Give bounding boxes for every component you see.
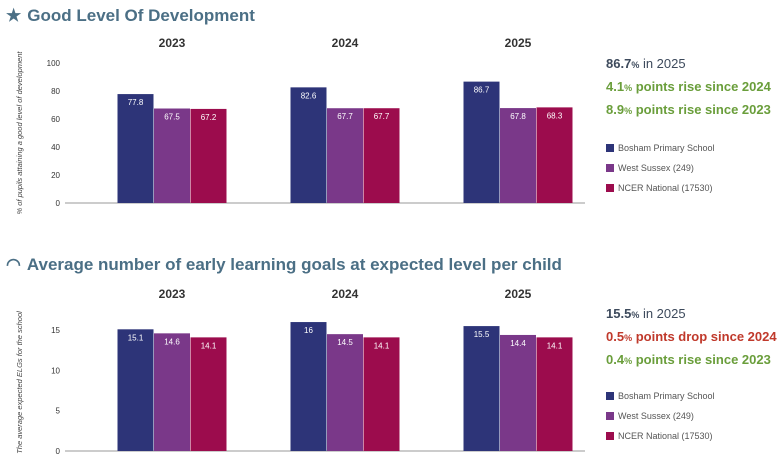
- legend-swatch-national: [606, 184, 614, 192]
- gld-stat-change-2024: 4.1% points rise since 2024: [606, 79, 771, 94]
- y-tick-label: 0: [56, 447, 61, 456]
- bar-value-label: 14.1: [201, 341, 217, 350]
- bar: [117, 94, 154, 203]
- bar: [154, 108, 190, 203]
- bar-value-label: 16: [304, 326, 313, 335]
- gld-stat-change-2023: 8.9% points rise since 2023: [606, 102, 771, 117]
- gld-bar-chart: % of pupils attaining a good level of de…: [15, 36, 585, 215]
- elg-stat-change-2024: 0.5% points drop since 2024: [606, 329, 777, 344]
- y-tick-label: 15: [51, 326, 60, 335]
- bar-value-label: 67.7: [337, 112, 353, 121]
- y-tick-label: 80: [51, 87, 60, 96]
- bar: [154, 333, 190, 451]
- bar: [463, 81, 500, 203]
- legend-item-school: Bosham Primary School: [606, 138, 715, 158]
- legend-item-national: NCER National (17530): [606, 178, 715, 198]
- y-tick-label: 60: [51, 115, 60, 124]
- category-label: 2023: [159, 287, 186, 301]
- bar: [500, 108, 536, 203]
- bar-value-label: 14.1: [374, 341, 390, 350]
- bar-value-label: 14.5: [337, 338, 353, 347]
- legend-swatch-national: [606, 432, 614, 440]
- bar-value-label: 15.5: [474, 330, 490, 339]
- y-tick-label: 10: [51, 366, 60, 375]
- y-tick-label: 5: [56, 407, 61, 416]
- bar-value-label: 67.7: [374, 112, 390, 121]
- bar: [500, 334, 536, 451]
- bar-value-label: 67.8: [510, 112, 526, 121]
- bar: [290, 322, 327, 451]
- elg-legend: Bosham Primary School West Sussex (249) …: [606, 386, 715, 446]
- bar-value-label: 14.1: [547, 341, 563, 350]
- bar-value-label: 77.8: [128, 98, 144, 107]
- y-tick-label: 20: [51, 171, 60, 180]
- bar-value-label: 82.6: [301, 91, 317, 100]
- gld-legend: Bosham Primary School West Sussex (249) …: [606, 138, 715, 198]
- category-label: 2024: [332, 36, 359, 50]
- bar-value-label: 14.6: [164, 337, 180, 346]
- star-icon: ★: [6, 6, 22, 25]
- bar-value-label: 15.1: [128, 333, 144, 342]
- elg-stats: 15.5% in 2025 0.5% points drop since 202…: [606, 303, 777, 372]
- bar-value-label: 68.3: [547, 111, 563, 120]
- y-axis-title: The average expected ELGs for the school: [15, 311, 24, 454]
- bar: [190, 337, 227, 451]
- bar-value-label: 67.2: [201, 113, 217, 122]
- category-label: 2025: [505, 36, 532, 50]
- bar: [290, 87, 327, 203]
- legend-swatch-county: [606, 164, 614, 172]
- legend-item-school: Bosham Primary School: [606, 386, 715, 406]
- category-label: 2024: [332, 287, 359, 301]
- legend-swatch-school: [606, 144, 614, 152]
- section-title-gld: ★ Good Level Of Development: [6, 6, 255, 26]
- y-axis-title: % of pupils attaining a good level of de…: [15, 51, 24, 215]
- bar: [463, 326, 500, 451]
- y-tick-label: 40: [51, 143, 60, 152]
- gauge-icon: ◠: [6, 255, 21, 274]
- bar-value-label: 67.5: [164, 113, 180, 122]
- legend-swatch-school: [606, 392, 614, 400]
- category-label: 2025: [505, 287, 532, 301]
- category-label: 2023: [159, 36, 186, 50]
- legend-item-national: NCER National (17530): [606, 426, 715, 446]
- y-tick-label: 0: [56, 199, 61, 208]
- bar: [363, 108, 400, 203]
- legend-swatch-county: [606, 412, 614, 420]
- bar: [536, 107, 573, 203]
- section-title-text: Good Level Of Development: [27, 6, 255, 25]
- elg-bar-chart: The average expected ELGs for the school…: [15, 287, 585, 456]
- gld-stats: 86.7% in 2025 4.1% points rise since 202…: [606, 53, 771, 122]
- bar: [327, 108, 363, 203]
- bar-value-label: 86.7: [474, 86, 490, 95]
- elg-stat-change-2023: 0.4% points rise since 2023: [606, 352, 771, 367]
- bar: [363, 337, 400, 451]
- y-tick-label: 100: [47, 59, 61, 68]
- legend-item-county: West Sussex (249): [606, 158, 715, 178]
- bar: [117, 329, 154, 451]
- bar: [327, 334, 363, 451]
- bar: [536, 337, 573, 451]
- bar: [190, 108, 227, 203]
- gld-stat-current: 86.7% in 2025: [606, 56, 686, 71]
- section-title-elg: ◠ Average number of early learning goals …: [6, 255, 562, 275]
- legend-item-county: West Sussex (249): [606, 406, 715, 426]
- bar-value-label: 14.4: [510, 339, 526, 348]
- elg-stat-current: 15.5% in 2025: [606, 306, 686, 321]
- section-title-text: Average number of early learning goals a…: [26, 255, 562, 274]
